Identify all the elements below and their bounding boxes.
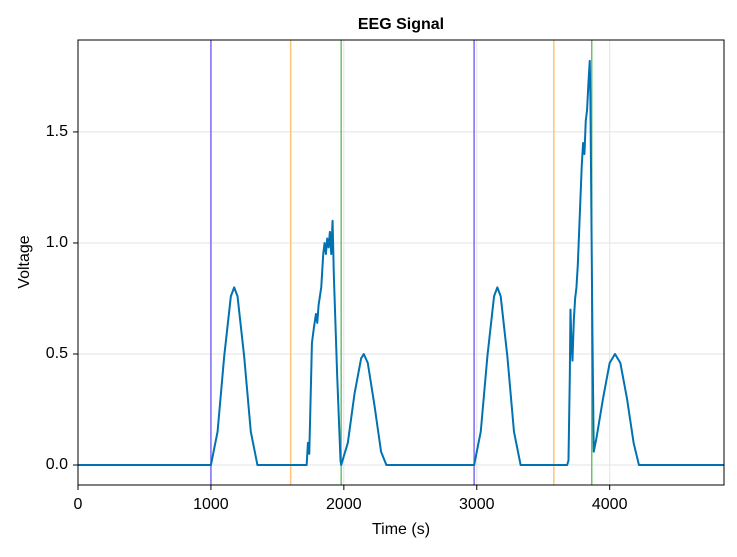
- x-tick-label: 3000: [459, 496, 495, 513]
- x-tick-label: 4000: [592, 496, 628, 513]
- x-tick-label: 0: [74, 496, 83, 513]
- x-axis-label: Time (s): [372, 521, 430, 538]
- y-tick-label: 1.0: [46, 234, 68, 251]
- y-tick-label: 0.5: [46, 345, 68, 362]
- signal-line: [78, 59, 724, 467]
- x-tick-label: 1000: [193, 496, 229, 513]
- chart-title: EEG Signal: [358, 16, 444, 33]
- x-tick-label: 2000: [326, 496, 362, 513]
- y-tick-label: 0.0: [46, 456, 68, 473]
- y-axis-label: Voltage: [16, 235, 33, 288]
- y-tick-label: 1.5: [46, 123, 68, 140]
- plot-frame: [77, 39, 725, 486]
